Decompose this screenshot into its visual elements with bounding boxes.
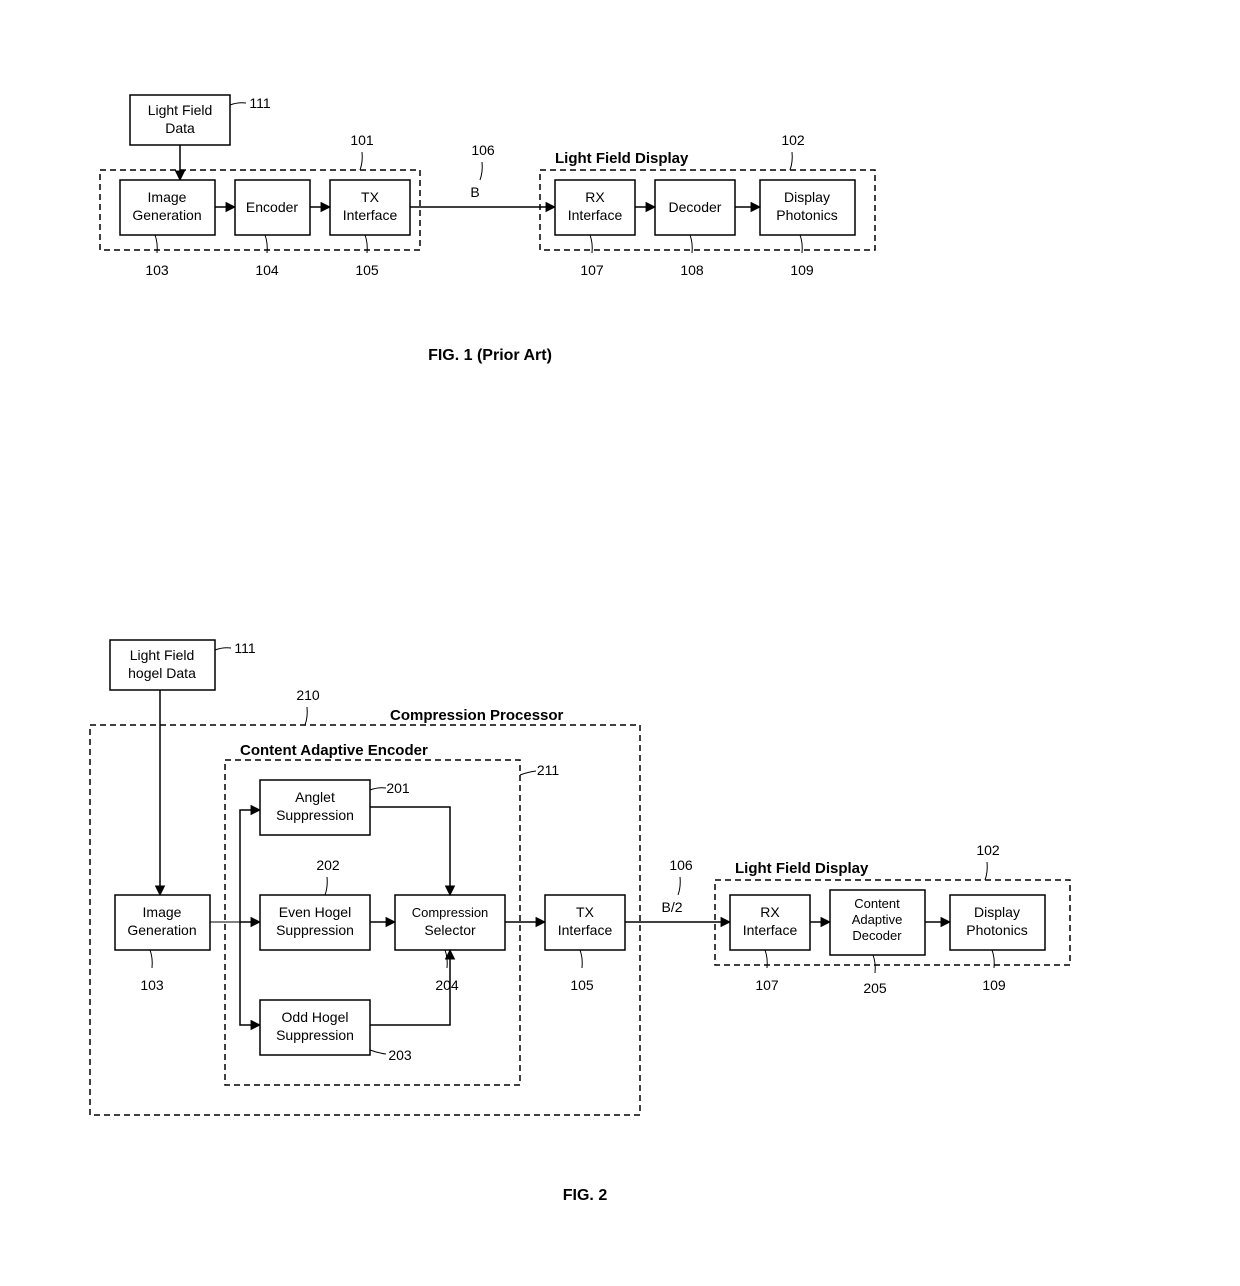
svg-text:Suppression: Suppression — [276, 807, 354, 823]
fig2-cad: Content Adaptive Decoder — [830, 890, 925, 955]
svg-text:Photonics: Photonics — [966, 922, 1027, 938]
fig2-caption: FIG. 2 — [563, 1187, 608, 1204]
fig2-outer-title: Compression Processor — [390, 707, 564, 724]
fig2-ref-205: 205 — [863, 980, 887, 996]
fig2-ref-203: 203 — [388, 1047, 412, 1063]
fig2-ref-109: 109 — [982, 977, 1006, 993]
svg-text:Photonics: Photonics — [776, 207, 837, 223]
fig1-input-l1: Light Field — [148, 102, 213, 118]
fig1-input-box: Light Field Data 111 — [130, 95, 271, 145]
svg-text:RX: RX — [585, 189, 605, 205]
fig1-ref-102: 102 — [781, 132, 805, 148]
fig1-rx: RX Interface — [555, 180, 635, 235]
fig2-ref-202: 202 — [316, 857, 340, 873]
fig2-even: Even Hogel Suppression — [260, 895, 370, 950]
svg-text:RX: RX — [760, 904, 780, 920]
svg-text:Interface: Interface — [558, 922, 613, 938]
svg-text:Light Field: Light Field — [130, 647, 195, 663]
fig2-right-title: Light Field Display — [735, 860, 869, 877]
svg-text:Odd Hogel: Odd Hogel — [282, 1009, 349, 1025]
fig2-ref-111: 111 — [234, 640, 255, 656]
fig1-input-l2: Data — [165, 120, 195, 136]
fig1-ref-106: 106 — [471, 142, 495, 158]
diagram-canvas: Light Field Data 111 101 Image Generatio… — [0, 0, 1240, 1286]
fig1-encoder: Encoder — [235, 180, 310, 235]
fig2-photonics: Display Photonics — [950, 895, 1045, 950]
svg-text:Image: Image — [143, 904, 182, 920]
fig1-image-gen: Image Generation — [120, 180, 215, 235]
fig1-tx: TX Interface — [330, 180, 410, 235]
fig2-rx: RX Interface — [730, 895, 810, 950]
svg-text:TX: TX — [576, 904, 595, 920]
fig1-ref-107: 107 — [580, 262, 604, 278]
fig2-input-box: Light Field hogel Data 111 — [110, 640, 256, 690]
svg-text:Anglet: Anglet — [295, 789, 335, 805]
fig2-link-B2: B/2 — [661, 899, 682, 915]
fig2-ref-105: 105 — [570, 977, 594, 993]
fig2-ref-103: 103 — [140, 977, 164, 993]
fig2-inner-title: Content Adaptive Encoder — [240, 742, 428, 759]
fig1-link-B: B — [470, 184, 479, 200]
fig1-ref-101: 101 — [350, 132, 374, 148]
fig2-ref-102: 102 — [976, 842, 1000, 858]
fig2-ref-201: 201 — [386, 780, 410, 796]
fig2-image-gen: Image Generation — [115, 895, 210, 950]
svg-text:Generation: Generation — [132, 207, 201, 223]
svg-text:TX: TX — [361, 189, 380, 205]
svg-text:Display: Display — [974, 904, 1020, 920]
fig1-ref-111: 111 — [249, 95, 270, 111]
fig1: Light Field Data 111 101 Image Generatio… — [100, 95, 875, 364]
svg-text:Image: Image — [148, 189, 187, 205]
fig1-ref-108: 108 — [680, 262, 704, 278]
fig2-odd: Odd Hogel Suppression — [260, 1000, 370, 1055]
svg-text:Interface: Interface — [568, 207, 623, 223]
fig1-right-title: Light Field Display — [555, 150, 689, 167]
svg-text:Selector: Selector — [424, 922, 476, 938]
fig2-ref-210: 210 — [296, 687, 320, 703]
svg-text:Encoder: Encoder — [246, 199, 298, 215]
svg-text:Even Hogel: Even Hogel — [279, 904, 351, 920]
fig2-selector: Compression Selector — [395, 895, 505, 950]
fig2-ref-211: 211 — [537, 762, 560, 778]
fig1-ref-104: 104 — [255, 262, 279, 278]
fig1-ref-109: 109 — [790, 262, 814, 278]
fig1-ref-103: 103 — [145, 262, 169, 278]
svg-text:Suppression: Suppression — [276, 922, 354, 938]
fig2-anglet: Anglet Suppression — [260, 780, 370, 835]
svg-text:Suppression: Suppression — [276, 1027, 354, 1043]
fig2: Light Field hogel Data 111 Compression P… — [90, 640, 1070, 1204]
svg-text:Adaptive: Adaptive — [852, 912, 903, 927]
fig1-decoder: Decoder — [655, 180, 735, 235]
fig2-tx: TX Interface — [545, 895, 625, 950]
fig1-ref-105: 105 — [355, 262, 379, 278]
fig1-caption: FIG. 1 (Prior Art) — [428, 347, 552, 364]
svg-text:Compression: Compression — [412, 905, 489, 920]
svg-text:Interface: Interface — [343, 207, 398, 223]
svg-text:Content: Content — [854, 896, 900, 911]
svg-text:Decoder: Decoder — [852, 928, 902, 943]
svg-text:Display: Display — [784, 189, 830, 205]
fig1-photonics: Display Photonics — [760, 180, 855, 235]
svg-text:Decoder: Decoder — [669, 199, 722, 215]
svg-text:Generation: Generation — [127, 922, 196, 938]
svg-text:Interface: Interface — [743, 922, 798, 938]
fig2-ref-107: 107 — [755, 977, 779, 993]
fig2-ref-204: 204 — [435, 977, 459, 993]
svg-text:hogel Data: hogel Data — [128, 665, 196, 681]
fig2-ref-106: 106 — [669, 857, 693, 873]
